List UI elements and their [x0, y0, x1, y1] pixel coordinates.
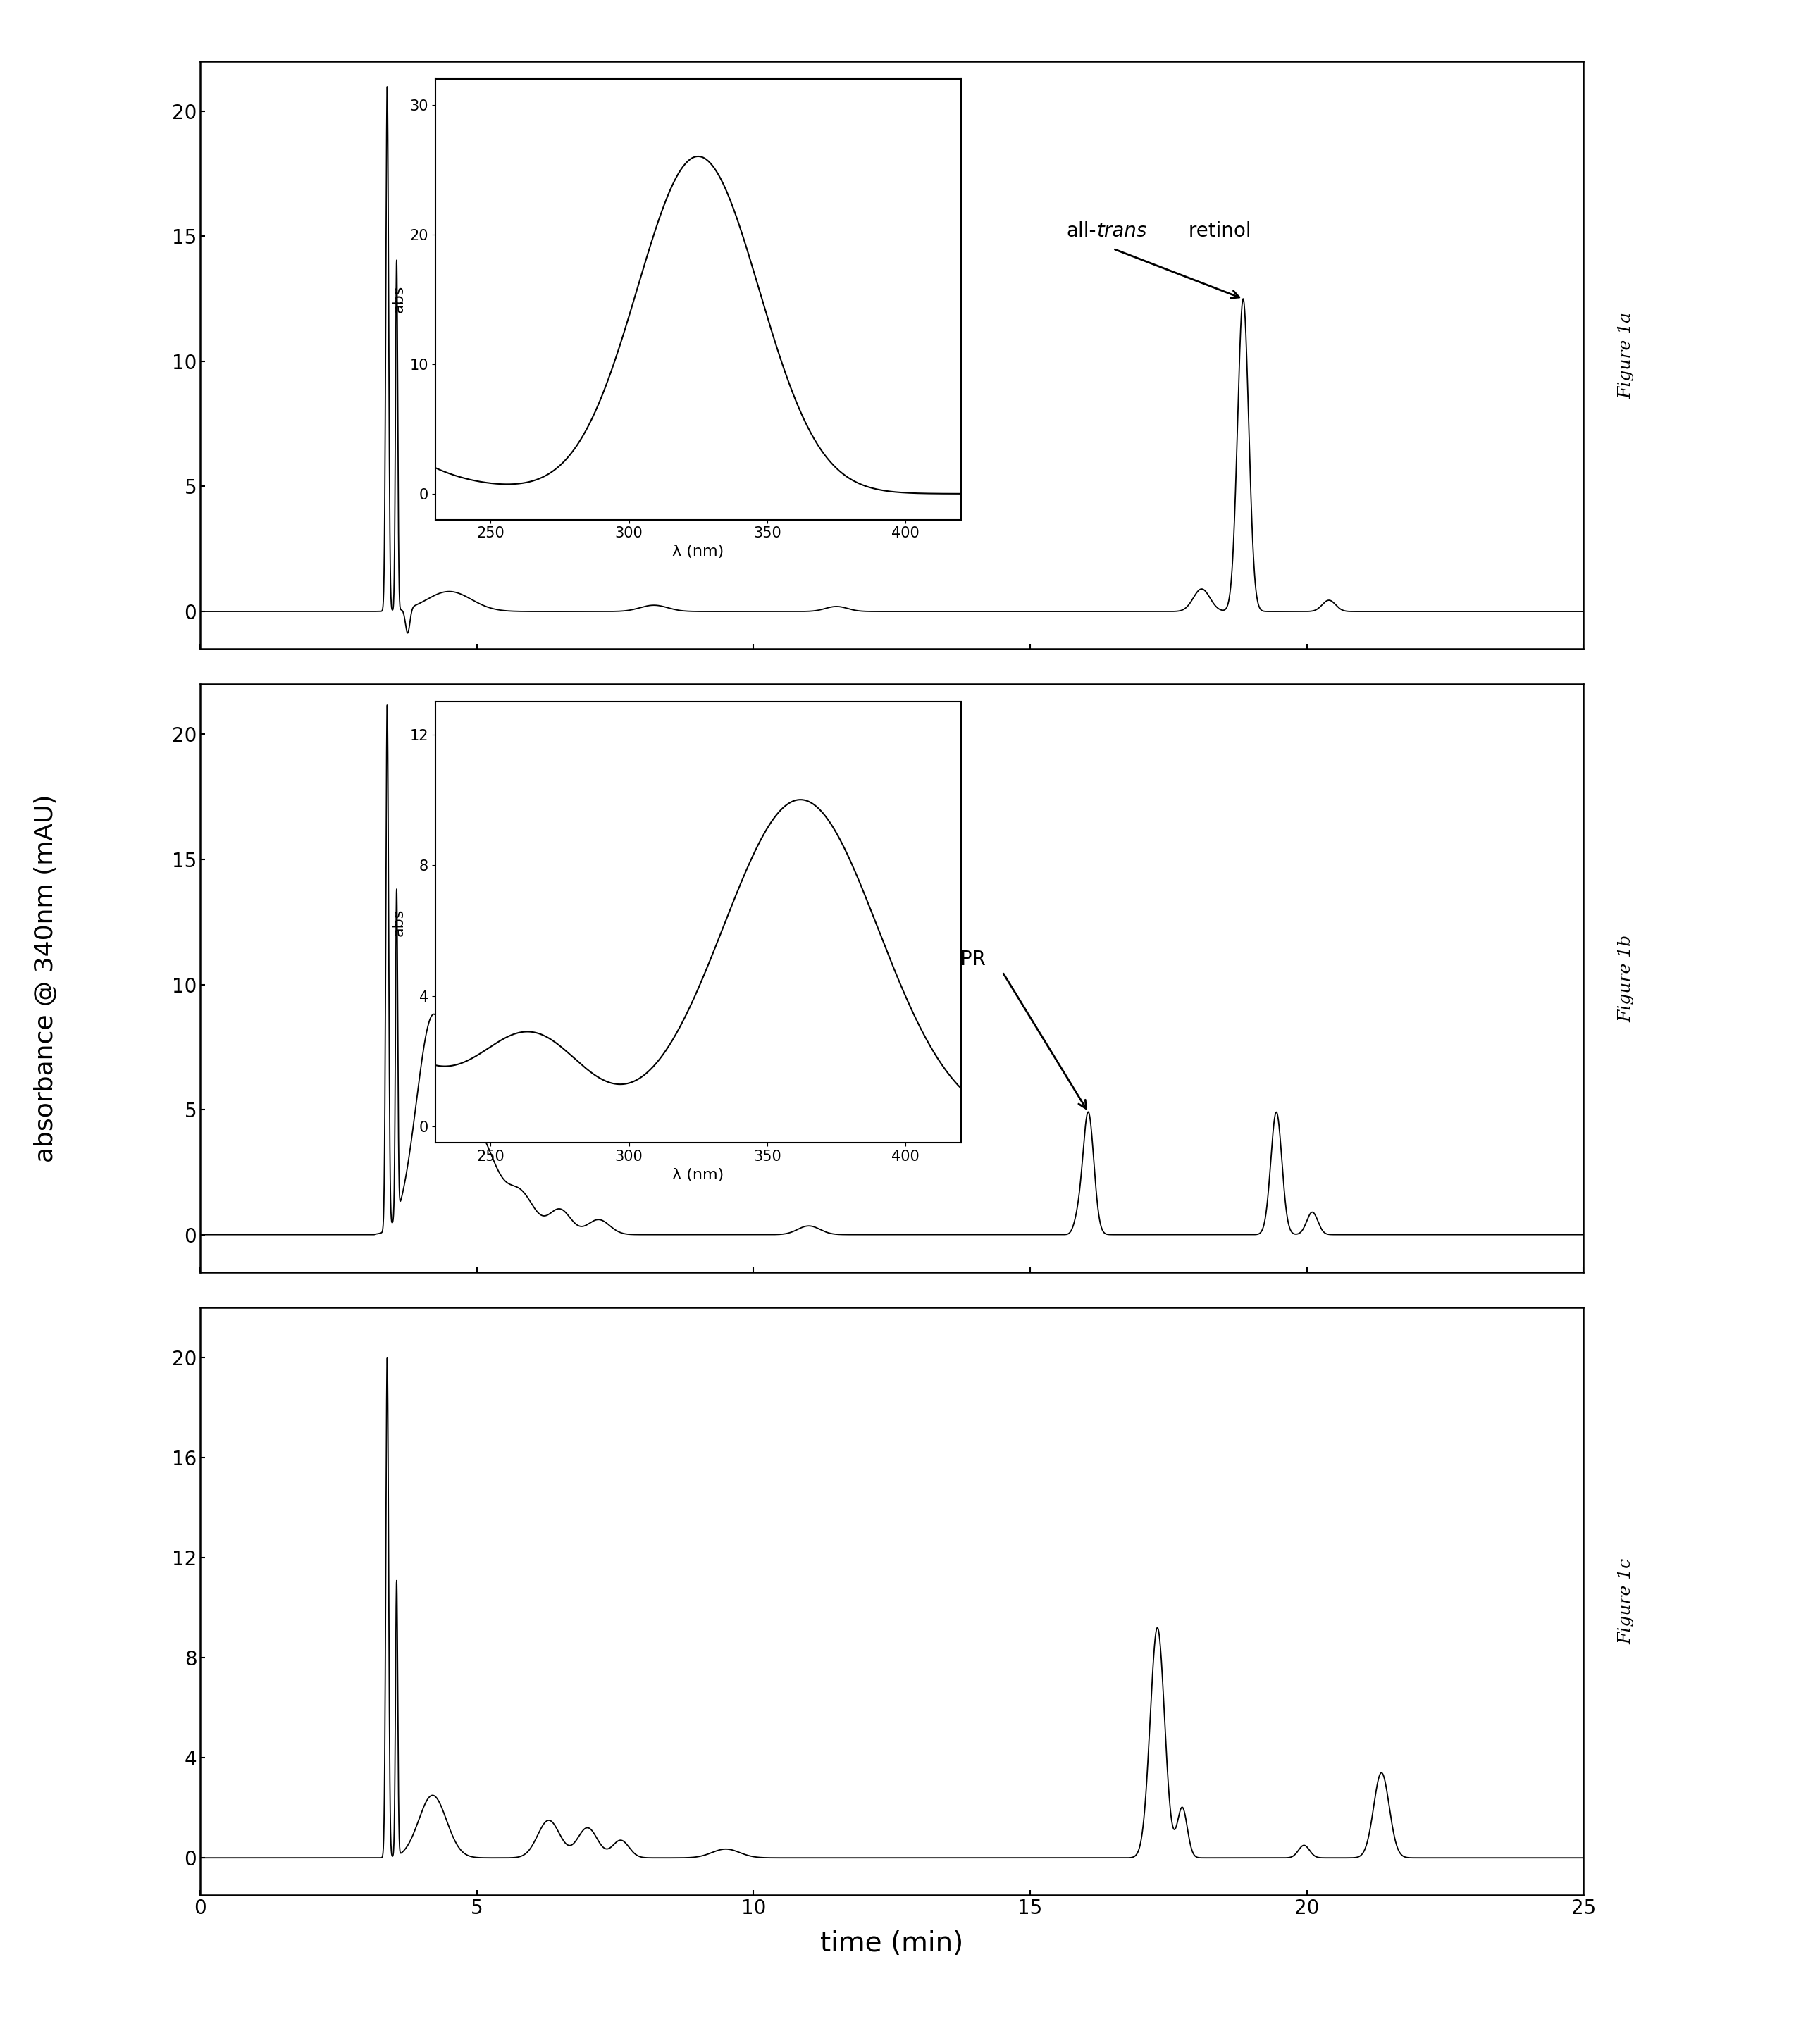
Text: Figure 1c: Figure 1c [1618, 1559, 1634, 1645]
X-axis label: time (min): time (min) [821, 1930, 963, 1956]
Text: HPR: HPR [946, 950, 986, 970]
Text: Figure 1a: Figure 1a [1618, 312, 1634, 397]
Text: retinol: retinol [1183, 222, 1250, 240]
Text: Figure 1b: Figure 1b [1618, 935, 1634, 1021]
Text: all-: all- [1067, 222, 1096, 240]
Text: absorbance @ 340nm (mAU): absorbance @ 340nm (mAU) [33, 795, 58, 1162]
Text: trans: trans [1096, 222, 1147, 240]
